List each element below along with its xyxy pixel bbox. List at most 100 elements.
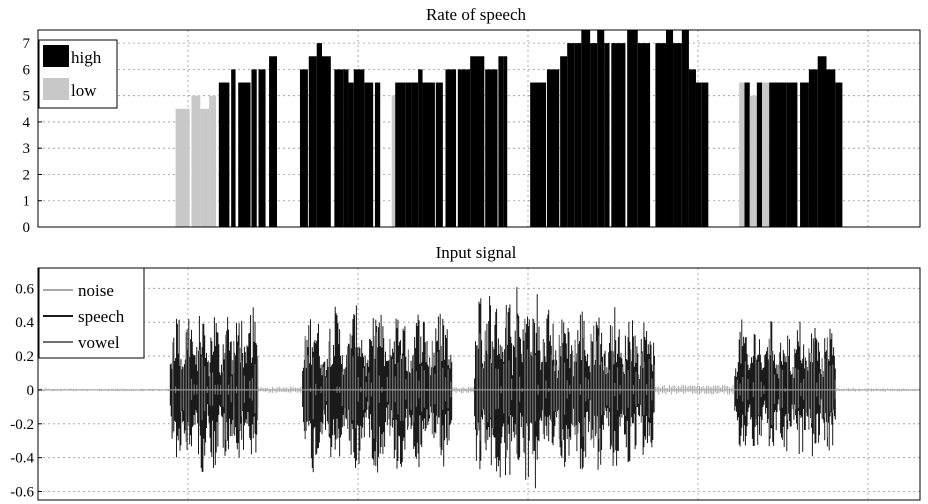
rate-bar-high [251,69,257,228]
rate-y-tick-label: 7 [23,36,31,52]
rate-bar-high [800,82,809,228]
rate-axes-box [37,29,921,228]
legend-low-swatch [43,78,69,100]
rate-bar-high [435,82,443,228]
rate-y-tick-label: 3 [23,141,31,157]
rate-bar-low [209,95,217,228]
rate-bar-low [391,95,396,228]
rate-bar-high [411,82,419,228]
rate-bar-high [826,69,836,228]
signal-y-tick-label: 0.2 [15,349,34,365]
signal-segment-speech [734,319,836,457]
rate-bar-high [530,82,547,228]
rate-bar-high [701,82,709,228]
rate-bar-high [400,82,406,228]
signal-y-tick-label: -0.4 [10,451,34,467]
rate-bar-high [445,69,457,228]
rate-bar-high [503,56,508,228]
rate-bar-high [567,43,575,228]
rate-bar-high [574,43,582,228]
rate-bar-high [343,69,349,228]
rate-bar-high [835,82,843,228]
signal-legend: noise speech vowel [38,267,145,359]
rate-bar-high [695,82,702,228]
rate-bar-high [688,69,696,228]
rate-bar-high [470,56,485,228]
rate-y-ticks: 0 1 2 3 4 5 6 7 [23,36,42,236]
rate-bar-high [769,82,787,228]
signal-y-ticks: -0.6 -0.4 -0.2 0 0.2 0.4 0.6 [10,281,42,501]
rate-bar-low [200,108,210,227]
rate-bar-high [348,82,354,228]
rate-bar-high [665,30,674,227]
signal-y-tick-label: 0.4 [15,315,34,331]
rate-bar-high [322,56,331,228]
rate-bar-low [191,95,201,228]
rate-bar-low [749,95,757,228]
signal-segment-speech [540,307,655,470]
rate-bar-high [681,30,689,227]
rate-bar-high [269,56,278,228]
rate-bar-high [299,69,308,228]
rate-bar-high [627,30,638,227]
rate-bar-high [808,69,818,228]
rate-y-tick-label: 5 [23,89,31,105]
signal-axes-box [37,267,921,501]
rate-bar-high [786,82,798,228]
rate-bar-high [744,82,750,228]
rate-bar-high [546,69,560,228]
rate-bar-low [739,82,745,228]
signal-y-tick-label: -0.6 [10,485,34,501]
legend-noise-label: noise [78,281,114,300]
rate-bar-high [231,69,236,228]
legend-high-label: high [71,48,102,67]
signal-segment-vowel [736,337,836,438]
signal-y-tick-label: 0.6 [15,281,34,297]
input-signal-title: Input signal [436,243,517,262]
rate-bar-high [395,82,401,228]
rate-y-tick-label: 6 [23,62,31,78]
signal-waveform [37,287,920,489]
rate-bar-high [673,43,682,228]
signal-y-tick-label: 0 [27,383,35,399]
legend-low-label: low [71,81,97,100]
rate-bar-low [762,82,770,228]
rate-bars [175,30,843,228]
rate-y-tick-label: 4 [23,115,31,131]
rate-legend: high low [38,39,118,109]
rate-bar-high [374,82,381,228]
input-signal-panel: Input signal -0.6 -0.4 -0.2 0 0.2 0.4 0.6 nois… [10,243,921,501]
legend-high-swatch [43,45,69,67]
rate-y-tick-label: 1 [23,194,31,210]
rate-bar-high [364,82,374,228]
rate-bar-high [817,56,827,228]
legend-vowel-label: vowel [78,333,120,352]
rate-bar-low [175,108,190,227]
signal-y-tick-label: -0.2 [10,417,34,433]
rate-bar-high [457,69,471,228]
signal-segment-vowel [476,314,539,458]
rate-bar-high [418,69,423,228]
rate-bar-high [560,56,568,228]
rate-bar-high [353,69,365,228]
rate-bar-high [258,69,266,228]
rate-bar-high [422,82,435,228]
rate-bar-high [218,82,230,228]
rate-bar-high [581,30,591,227]
rate-bar-high [485,69,498,228]
rate-y-tick-label: 0 [23,220,31,236]
rate-bar-high [405,82,412,228]
rate-bar-high [637,43,651,228]
rate-of-speech-panel: Rate of speech 0 1 2 3 4 5 6 7 high low [23,5,921,236]
rate-y-tick-label: 2 [23,167,31,183]
rate-bar-high [611,43,626,228]
rate-bar-high [334,69,344,228]
rate-of-speech-title: Rate of speech [426,5,527,24]
rate-bar-high [604,43,610,228]
rate-bar-high [597,30,605,227]
rate-bar-high [316,43,323,228]
rate-bar-high [238,82,251,228]
legend-speech-label: speech [78,307,125,326]
rate-bar-high [756,82,763,228]
